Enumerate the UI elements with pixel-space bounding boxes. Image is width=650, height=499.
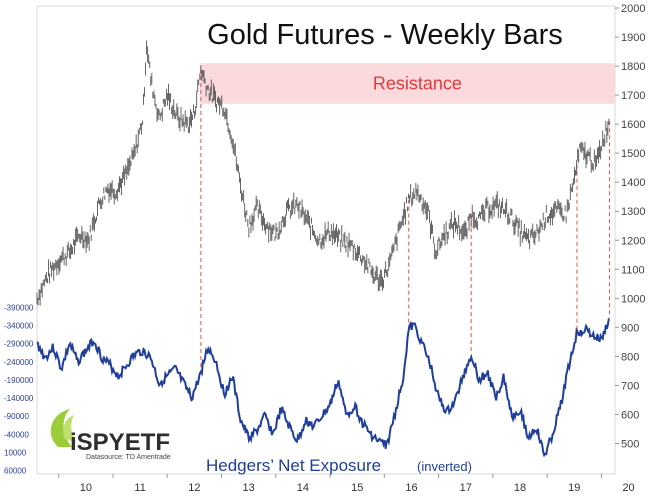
- left-axis-tick-label: -290000: [4, 340, 34, 349]
- right-axis-tick-label: 1800: [621, 61, 645, 73]
- x-axis-tick-label: 11: [134, 482, 145, 494]
- right-axis-tick-label: 1700: [621, 90, 645, 102]
- logo-swoosh-inner-icon: [63, 415, 76, 441]
- x-axis-tick-label: 16: [405, 482, 417, 494]
- right-axis-tick-label: 1200: [621, 235, 645, 247]
- left-axis-tick-label: -140000: [4, 394, 34, 403]
- logo-text: iSPYETF: [70, 429, 170, 456]
- chart-title: Gold Futures - Weekly Bars: [207, 19, 563, 51]
- resistance-band: [199, 63, 615, 104]
- right-axis-tick-label: 500: [621, 438, 639, 450]
- right-axis-tick-label: 800: [621, 351, 639, 363]
- right-axis-tick-label: 1600: [621, 119, 645, 131]
- right-axis-tick-label: 1300: [621, 206, 645, 218]
- logo-datasource: Datasource: TD Ameritrade: [86, 454, 171, 461]
- left-axis-tick-label: 10000: [4, 449, 27, 458]
- right-axis-tick-label: 1500: [621, 148, 645, 160]
- hedgers-label: Hedgers’ Net Exposure: [206, 456, 381, 475]
- right-axis-tick-label: 1900: [621, 32, 645, 44]
- x-axis: 10 11 12 13 14 15 16 17 18 19 20: [58, 474, 635, 494]
- right-axis-tick-label: 700: [621, 380, 639, 392]
- resistance-label: Resistance: [373, 73, 462, 93]
- peak-markers: [200, 68, 611, 373]
- x-axis-tick-label: 15: [351, 482, 363, 494]
- left-axis-tick-label: 60000: [4, 467, 27, 476]
- right-axis-tick-label: 1000: [621, 293, 645, 305]
- logo-swoosh-icon: [50, 409, 72, 447]
- right-axis-tick-label: 1100: [621, 264, 645, 276]
- left-axis-tick-label: -40000: [4, 430, 29, 439]
- x-axis-tick-label: 20: [622, 482, 634, 494]
- right-axis-tick-label: 1400: [621, 177, 645, 189]
- ispyetf-logo: iSPYETF Datasource: TD Ameritrade: [50, 409, 171, 461]
- x-axis-tick-label: 19: [568, 482, 580, 494]
- x-axis-tick-label: 14: [297, 482, 309, 494]
- right-axis-tick-label: 2000: [621, 3, 645, 15]
- left-axis-tick-label: -240000: [4, 358, 34, 367]
- inverted-label: (inverted): [417, 459, 472, 474]
- right-axis-tick-label: 600: [621, 409, 639, 421]
- x-axis-tick-label: 17: [460, 482, 472, 494]
- left-axis: -390000 -340000 -290000 -240000 -190000 -1400…: [4, 303, 34, 475]
- left-axis-tick-label: -340000: [4, 321, 34, 330]
- hedgers-line: [36, 318, 610, 458]
- left-axis-tick-label: -90000: [4, 412, 29, 421]
- x-axis-tick-label: 13: [243, 482, 255, 494]
- gold-bars: [36, 40, 610, 306]
- x-axis-tick-label: 12: [188, 482, 200, 494]
- right-axis-tick-label: 900: [621, 322, 639, 334]
- left-axis-tick-label: -190000: [4, 376, 34, 385]
- x-axis-tick-label: 10: [80, 482, 92, 494]
- right-axis: 2000 1900 1800 1700 1600 1500 1400 1300 1200 1100…: [615, 3, 645, 450]
- left-axis-tick-label: -390000: [4, 303, 34, 312]
- x-axis-tick-label: 18: [514, 482, 526, 494]
